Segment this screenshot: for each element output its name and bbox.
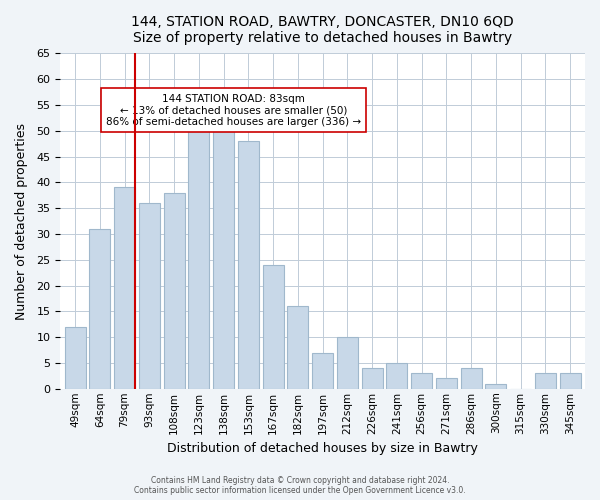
Bar <box>485 384 506 389</box>
Bar <box>411 374 432 389</box>
Text: Contains HM Land Registry data © Crown copyright and database right 2024.
Contai: Contains HM Land Registry data © Crown c… <box>134 476 466 495</box>
Bar <box>436 378 457 389</box>
Bar <box>114 188 135 389</box>
Title: 144, STATION ROAD, BAWTRY, DONCASTER, DN10 6QD
Size of property relative to deta: 144, STATION ROAD, BAWTRY, DONCASTER, DN… <box>131 15 514 45</box>
Bar <box>238 141 259 389</box>
Bar <box>89 229 110 389</box>
Bar <box>461 368 482 389</box>
Bar <box>337 337 358 389</box>
Bar <box>65 327 86 389</box>
Bar <box>386 363 407 389</box>
Text: 144 STATION ROAD: 83sqm
← 13% of detached houses are smaller (50)
86% of semi-de: 144 STATION ROAD: 83sqm ← 13% of detache… <box>106 94 361 127</box>
Bar <box>312 352 333 389</box>
Bar <box>287 306 308 389</box>
Y-axis label: Number of detached properties: Number of detached properties <box>15 122 28 320</box>
X-axis label: Distribution of detached houses by size in Bawtry: Distribution of detached houses by size … <box>167 442 478 455</box>
Bar <box>362 368 383 389</box>
Bar <box>213 110 234 389</box>
Bar <box>164 192 185 389</box>
Bar <box>560 374 581 389</box>
Bar <box>139 203 160 389</box>
Bar <box>188 115 209 389</box>
Bar <box>263 265 284 389</box>
Bar <box>535 374 556 389</box>
